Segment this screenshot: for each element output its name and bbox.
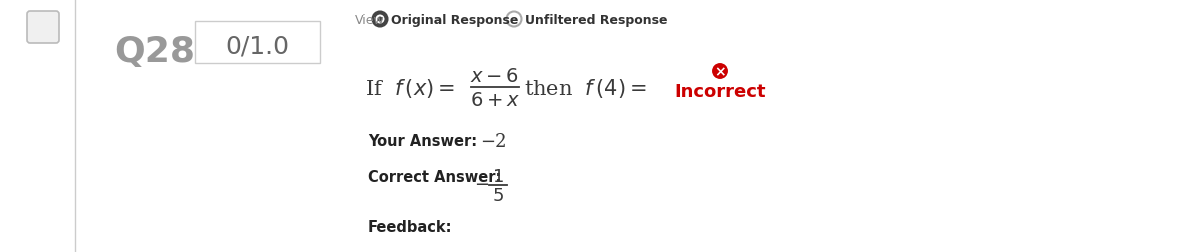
Text: If  $f\,(x) =$: If $f\,(x) =$ bbox=[365, 76, 455, 99]
Circle shape bbox=[372, 12, 388, 27]
Text: Q28: Q28 bbox=[114, 35, 196, 69]
Circle shape bbox=[376, 15, 384, 24]
FancyBboxPatch shape bbox=[194, 22, 320, 64]
Text: then  $f\,(4) =$: then $f\,(4) =$ bbox=[524, 76, 647, 99]
Text: $6+x$: $6+x$ bbox=[470, 92, 520, 110]
FancyBboxPatch shape bbox=[28, 12, 59, 44]
Text: View: View bbox=[355, 13, 385, 26]
Circle shape bbox=[710, 63, 730, 81]
Text: Your Answer:: Your Answer: bbox=[368, 134, 478, 149]
Text: $5$: $5$ bbox=[492, 186, 504, 204]
Text: $-$: $-$ bbox=[474, 173, 490, 191]
Circle shape bbox=[378, 17, 383, 22]
Circle shape bbox=[506, 12, 522, 27]
Text: Correct Answer:: Correct Answer: bbox=[368, 170, 502, 185]
Text: Incorrect: Incorrect bbox=[674, 83, 766, 101]
Text: Original Response: Original Response bbox=[391, 13, 518, 26]
Text: 0/1.0: 0/1.0 bbox=[226, 34, 289, 58]
Text: Unfiltered Response: Unfiltered Response bbox=[526, 13, 667, 26]
Text: $1$: $1$ bbox=[492, 167, 504, 185]
Text: $x-6$: $x-6$ bbox=[470, 68, 520, 86]
Text: ×: × bbox=[714, 65, 726, 79]
Text: −2: −2 bbox=[480, 133, 506, 150]
Text: Feedback:: Feedback: bbox=[368, 220, 452, 235]
